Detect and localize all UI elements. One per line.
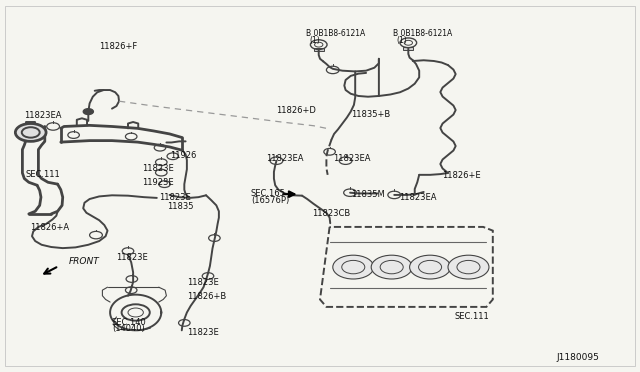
Text: 11835+B: 11835+B [351, 110, 390, 119]
Text: (1): (1) [310, 36, 321, 45]
Text: 11823E: 11823E [142, 164, 174, 173]
Text: 11823E: 11823E [159, 193, 191, 202]
Text: 11823EA: 11823EA [333, 154, 371, 163]
Text: 11823E: 11823E [116, 253, 148, 262]
Text: B 0B1B8-6121A: B 0B1B8-6121A [306, 29, 365, 38]
Circle shape [410, 255, 451, 279]
Text: 11826+A: 11826+A [30, 223, 69, 232]
Text: 11823EA: 11823EA [24, 111, 62, 120]
Text: 11826+B: 11826+B [187, 292, 226, 301]
Text: (16576P): (16576P) [251, 196, 289, 205]
Circle shape [448, 255, 489, 279]
Circle shape [333, 255, 374, 279]
Text: 11823E: 11823E [187, 278, 219, 287]
Text: (14040): (14040) [112, 324, 145, 333]
Circle shape [15, 124, 46, 141]
Circle shape [83, 109, 93, 115]
Text: 11823CB: 11823CB [312, 209, 351, 218]
Text: 11823E: 11823E [187, 328, 219, 337]
Text: SEC.111: SEC.111 [454, 312, 489, 321]
Text: J1180095: J1180095 [557, 353, 600, 362]
Text: SEC.165: SEC.165 [251, 189, 285, 198]
Text: 11826+D: 11826+D [276, 106, 316, 115]
Text: B 0B1B8-6121A: B 0B1B8-6121A [393, 29, 452, 38]
Bar [403, 46, 413, 50]
Circle shape [371, 255, 412, 279]
Text: 11826+E: 11826+E [442, 171, 480, 180]
Bar [314, 48, 324, 51]
Text: 11826+F: 11826+F [99, 42, 138, 51]
Text: 11923E: 11923E [142, 178, 173, 187]
Text: 11835: 11835 [167, 202, 193, 211]
Text: 11926: 11926 [170, 151, 196, 160]
Text: SEC.140: SEC.140 [112, 318, 147, 327]
Text: 11823EA: 11823EA [266, 154, 303, 163]
Text: SEC.111: SEC.111 [26, 170, 60, 179]
Text: 11835M: 11835M [351, 190, 385, 199]
Text: FRONT: FRONT [68, 257, 99, 266]
Text: 11823EA: 11823EA [399, 193, 437, 202]
Text: (1): (1) [397, 36, 408, 45]
